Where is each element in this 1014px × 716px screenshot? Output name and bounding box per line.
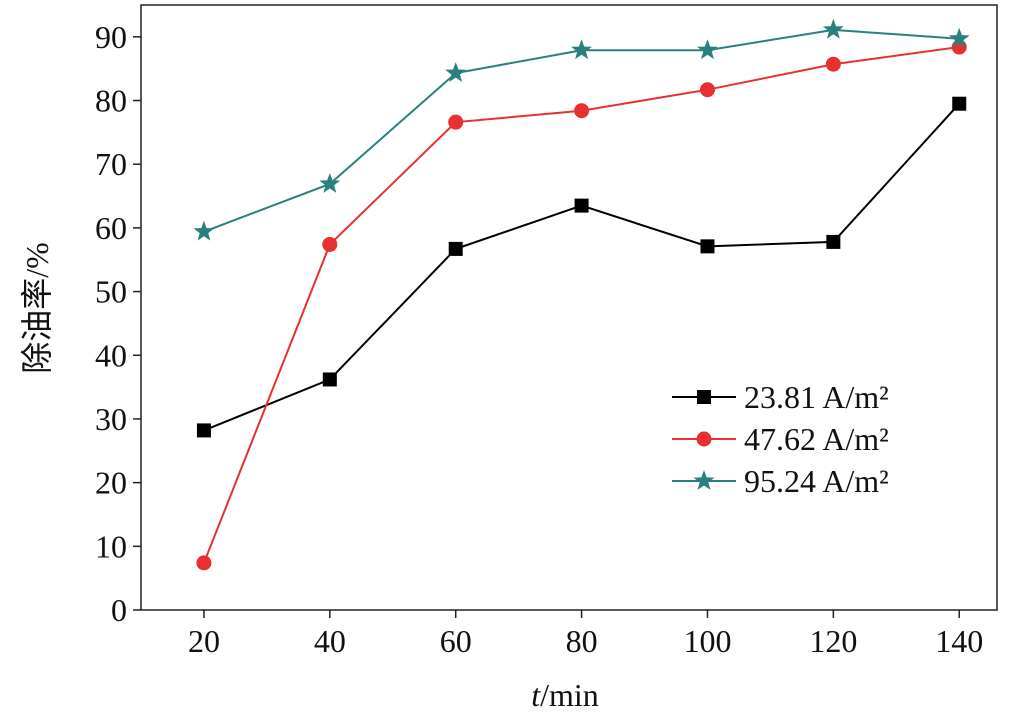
x-tick-label: 140	[935, 623, 983, 659]
y-tick-label: 0	[111, 592, 127, 628]
legend-marker	[693, 470, 715, 490]
x-tick-label: 100	[683, 623, 731, 659]
data-point	[322, 372, 337, 387]
y-tick-label: 70	[95, 146, 127, 182]
data-point	[699, 82, 715, 98]
legend-label: 23.81 A/m²	[744, 379, 889, 415]
data-point	[445, 62, 467, 82]
x-tick-label: 20	[188, 623, 220, 659]
x-tick-label: 120	[809, 623, 857, 659]
data-point	[952, 96, 967, 111]
data-point	[825, 56, 841, 72]
legend-label: 47.62 A/m²	[744, 421, 889, 457]
data-point	[448, 241, 463, 256]
legend-marker	[696, 431, 712, 447]
y-axis-label: 除油率/%	[19, 242, 55, 374]
y-tick-label: 90	[95, 19, 127, 55]
y-tick-label: 30	[95, 401, 127, 437]
y-tick-label: 40	[95, 337, 127, 373]
data-point	[948, 27, 970, 48]
data-point	[196, 555, 212, 571]
y-tick-label: 20	[95, 465, 127, 501]
legend-marker	[697, 390, 711, 404]
legend-label: 95.24 A/m²	[744, 463, 889, 499]
data-point	[319, 173, 341, 193]
data-point	[196, 423, 211, 438]
data-point	[322, 236, 338, 252]
data-point	[822, 18, 844, 39]
data-point	[574, 103, 590, 119]
data-point	[448, 114, 464, 130]
plot-frame	[140, 4, 998, 611]
y-tick-label: 80	[95, 83, 127, 119]
data-point	[700, 239, 715, 254]
data-point	[193, 220, 215, 241]
data-point	[571, 39, 592, 60]
x-axis-label: t/min	[531, 677, 599, 713]
y-tick-label: 10	[95, 528, 127, 564]
x-tick-label: 60	[440, 623, 472, 659]
y-tick-label: 50	[95, 274, 127, 310]
x-tick-label: 80	[566, 623, 598, 659]
data-point	[697, 39, 718, 60]
data-point	[826, 234, 841, 249]
x-tick-label: 40	[314, 623, 346, 659]
y-tick-label: 60	[95, 210, 127, 246]
data-point	[574, 198, 589, 213]
